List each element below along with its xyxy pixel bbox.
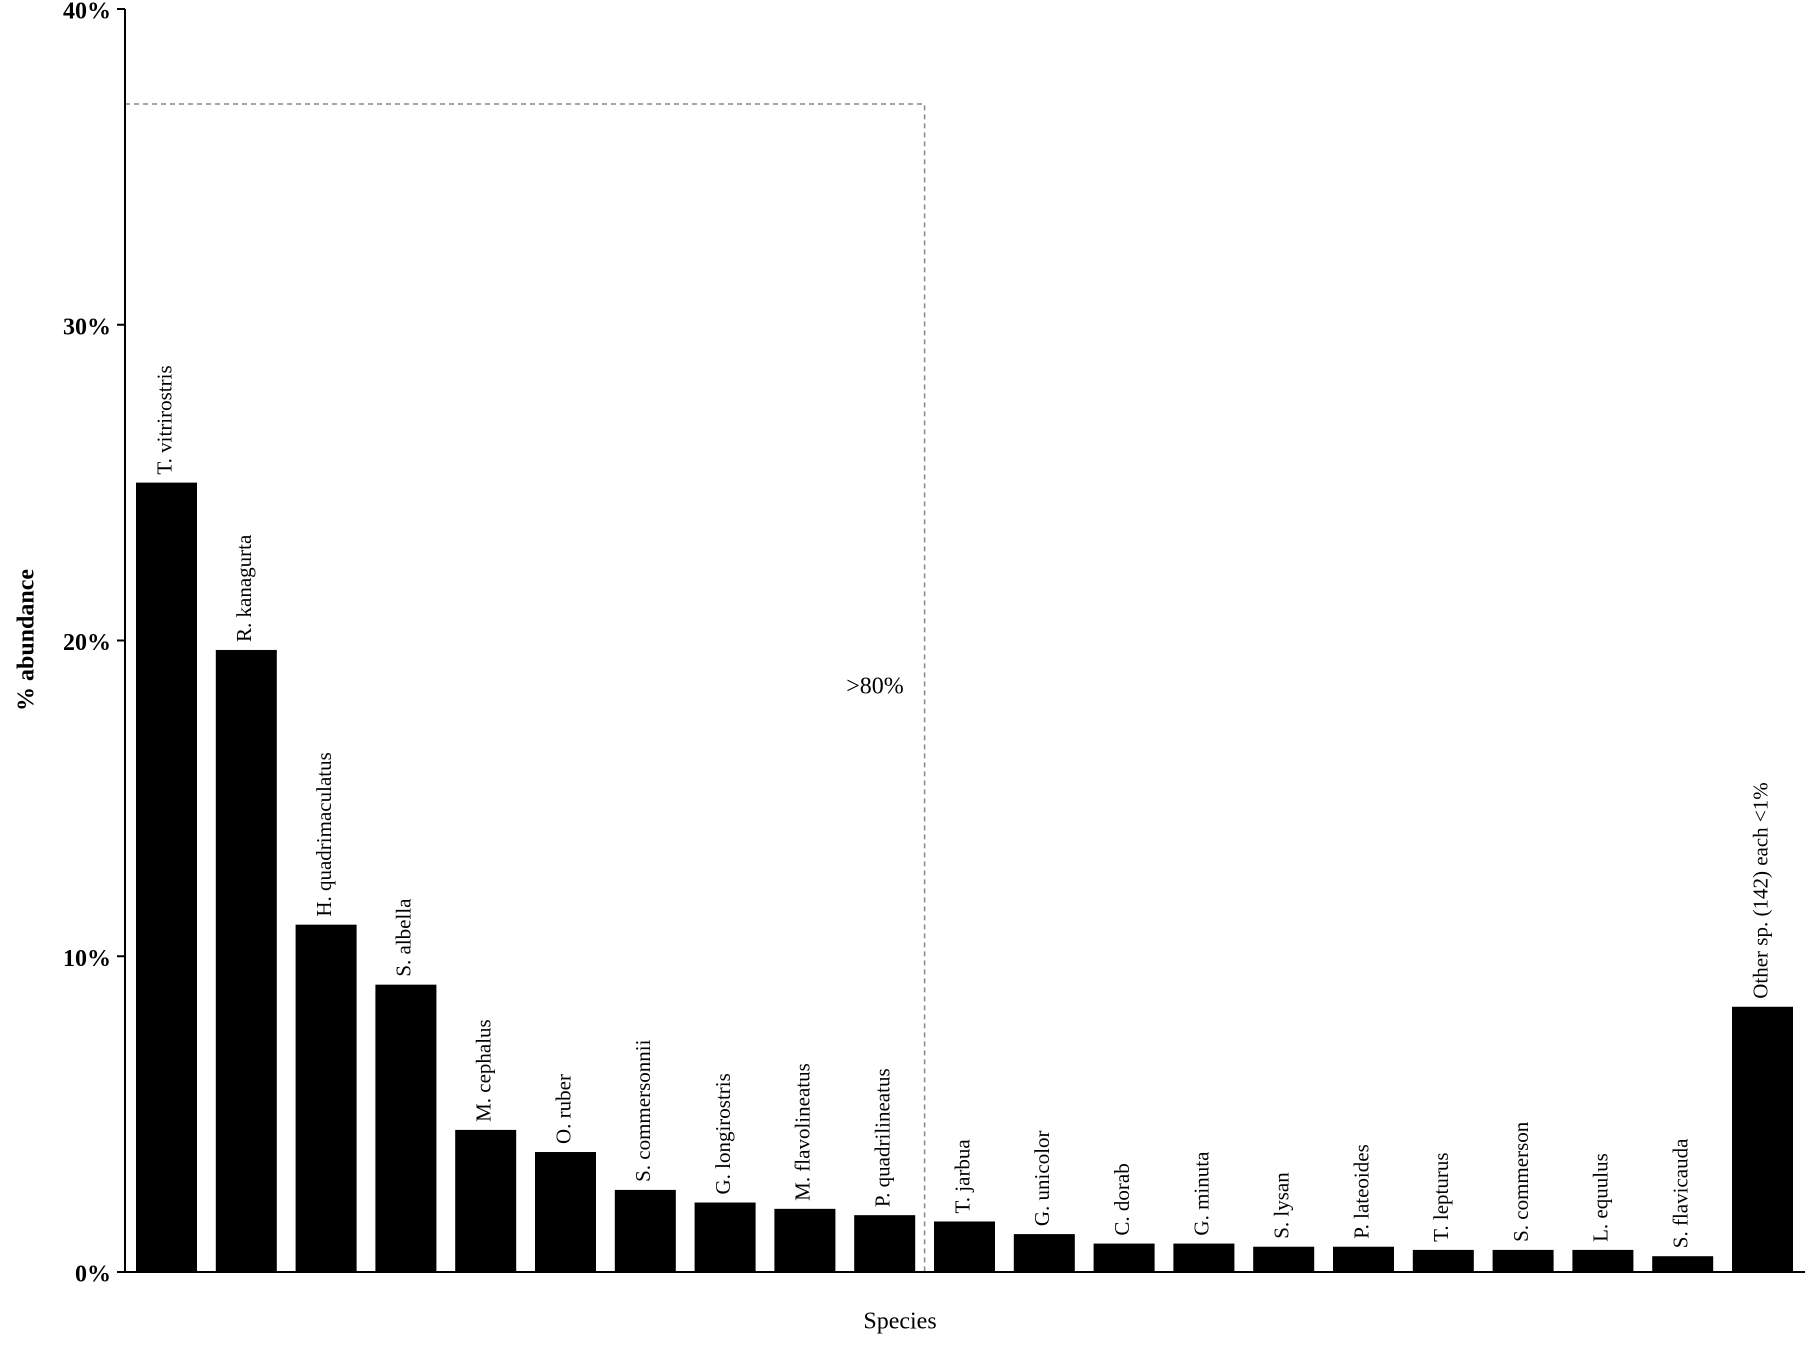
bar xyxy=(1013,1234,1075,1272)
bar xyxy=(1253,1246,1315,1272)
category-label: G. minuta xyxy=(1190,1151,1214,1236)
bar xyxy=(1093,1243,1155,1272)
y-tick-label: 30% xyxy=(63,314,111,340)
bar xyxy=(1572,1249,1634,1272)
category-label: S. commerson xyxy=(1509,1121,1533,1242)
bar xyxy=(1333,1246,1394,1272)
category-label: M. flavolineatus xyxy=(791,1063,815,1201)
bar xyxy=(1173,1243,1235,1272)
bar xyxy=(694,1202,756,1272)
y-tick-label: 20% xyxy=(63,630,111,656)
bar xyxy=(1652,1256,1714,1272)
category-label: L. equulus xyxy=(1589,1153,1613,1242)
category-label: T. jarbua xyxy=(950,1139,974,1214)
bar xyxy=(1412,1249,1474,1272)
category-label: C. dorab xyxy=(1110,1163,1134,1235)
bar xyxy=(854,1215,916,1272)
category-label: H. quadrimaculatus xyxy=(312,752,336,916)
x-axis-label: Species xyxy=(863,1309,936,1335)
category-label: M. cephalus xyxy=(472,1019,496,1122)
y-tick-label: 0% xyxy=(75,1262,111,1288)
bar xyxy=(455,1129,517,1272)
bar xyxy=(295,924,357,1272)
bar xyxy=(136,482,197,1272)
category-label: S. lysan xyxy=(1270,1172,1294,1239)
bar xyxy=(1492,1249,1554,1272)
annotation: >80% xyxy=(846,674,904,700)
category-label: S. albella xyxy=(392,898,416,977)
bar xyxy=(934,1221,995,1272)
category-label: R. kanagurta xyxy=(232,534,256,642)
category-label: T. vitrirostris xyxy=(152,365,176,474)
category-label: S. commersonnii xyxy=(631,1039,655,1181)
bar xyxy=(614,1189,676,1272)
category-label: T. lepturus xyxy=(1429,1152,1453,1241)
category-label: Other sp. (142) each <1% xyxy=(1748,782,1772,999)
category-label: P. lateoides xyxy=(1349,1144,1373,1239)
y-tick-label: 10% xyxy=(63,946,111,972)
bar xyxy=(375,984,437,1272)
category-label: G. longirostris xyxy=(711,1073,735,1194)
bar xyxy=(215,649,277,1272)
bar xyxy=(1732,1006,1793,1272)
bar xyxy=(774,1208,836,1272)
category-label: S. flavicauda xyxy=(1669,1138,1693,1248)
bar xyxy=(535,1152,596,1272)
y-axis-label: % abundance xyxy=(14,569,40,711)
category-label: G. unicolor xyxy=(1030,1130,1054,1226)
category-label: O. ruber xyxy=(551,1074,575,1144)
y-tick-label: 40% xyxy=(63,0,111,25)
category-label: P. quadrilineatus xyxy=(871,1068,895,1207)
